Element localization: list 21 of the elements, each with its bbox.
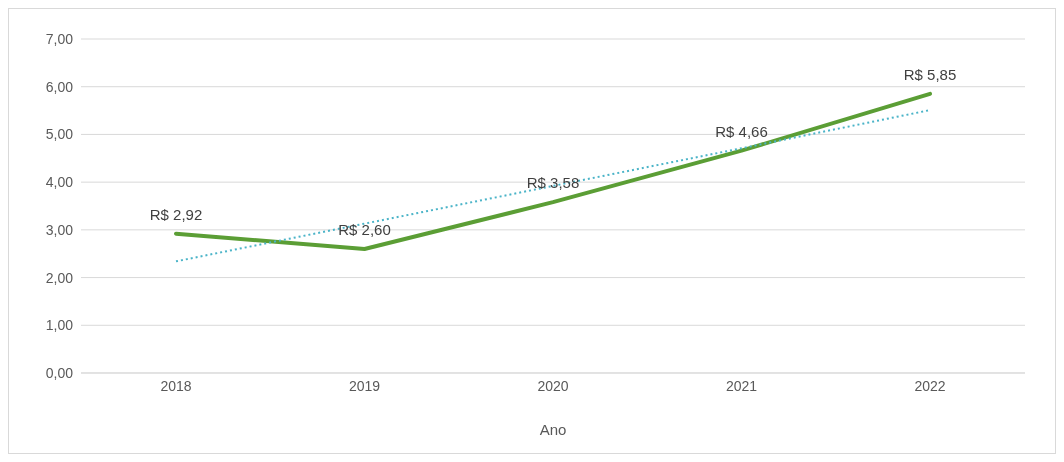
y-tick-label: 2,00: [45, 269, 74, 286]
data-label: R$ 5,85: [903, 65, 957, 83]
x-tick-label: 2021: [725, 377, 758, 394]
data-label: R$ 2,60: [338, 220, 391, 238]
y-tick-label: 3,00: [45, 221, 74, 238]
x-tick-label: 2020: [537, 377, 569, 394]
line-series: [175, 109, 931, 263]
y-tick-label: 7,00: [45, 30, 74, 47]
data-label: R$ 3,58: [526, 174, 580, 192]
line-series: [174, 91, 932, 251]
x-axis-title: Ano: [539, 421, 567, 438]
data-label: R$ 4,66: [715, 122, 768, 140]
y-tick-label: 5,00: [45, 126, 74, 143]
data-label: R$ 2,92: [149, 205, 203, 223]
y-tick-label: 0,00: [45, 364, 74, 381]
y-tick-label: 1,00: [45, 317, 74, 334]
y-tick-label: 4,00: [45, 174, 74, 191]
x-tick-label: 2022: [914, 377, 946, 394]
x-tick-label: 2019: [348, 377, 381, 394]
y-tick-label: 6,00: [45, 78, 74, 95]
x-tick-label: 2018: [160, 377, 192, 394]
